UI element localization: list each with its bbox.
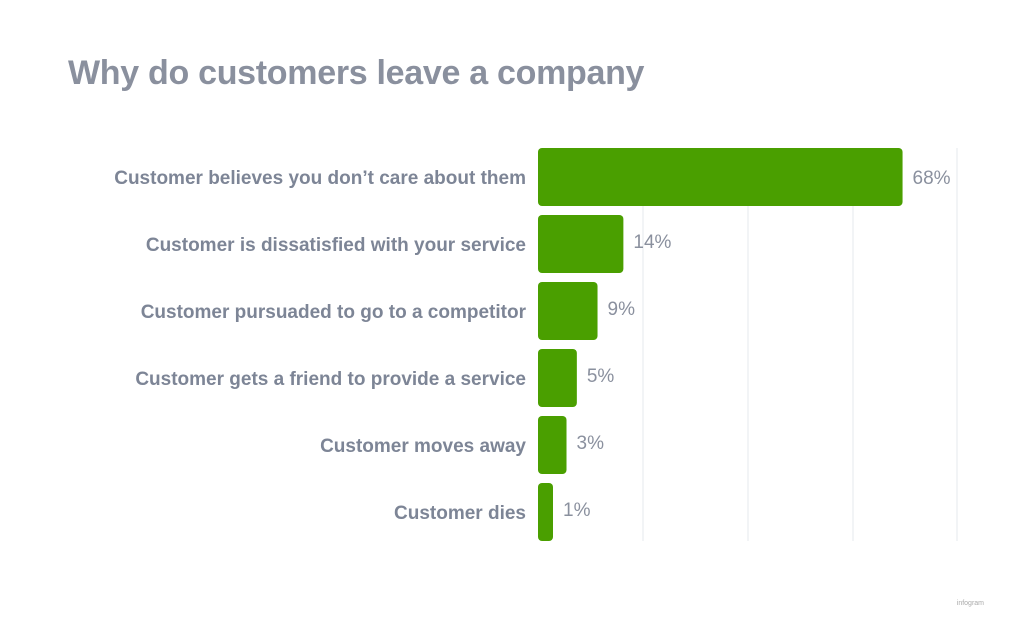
value-label: 1% [563,500,591,521]
value-label: 68% [913,168,951,189]
category-label: Customer dies [394,503,526,524]
category-label: Customer gets a friend to provide a serv… [135,369,526,390]
category-label: Customer is dissatisfied with your servi… [146,235,526,256]
bar [538,416,567,474]
bar [538,483,553,541]
bar [538,215,624,273]
bar [538,282,598,340]
chart-title: Why do customers leave a company [68,54,645,92]
value-label: 9% [608,299,636,320]
category-label: Customer pursuaded to go to a competitor [141,302,527,323]
bar [538,349,577,407]
value-label: 3% [577,433,605,454]
category-label: Customer moves away [320,436,526,457]
value-label: 5% [587,366,615,387]
bar [538,148,903,206]
watermark: infogram [956,600,984,607]
value-label: 14% [633,232,671,253]
category-label: Customer believes you don’t care about t… [114,168,526,189]
